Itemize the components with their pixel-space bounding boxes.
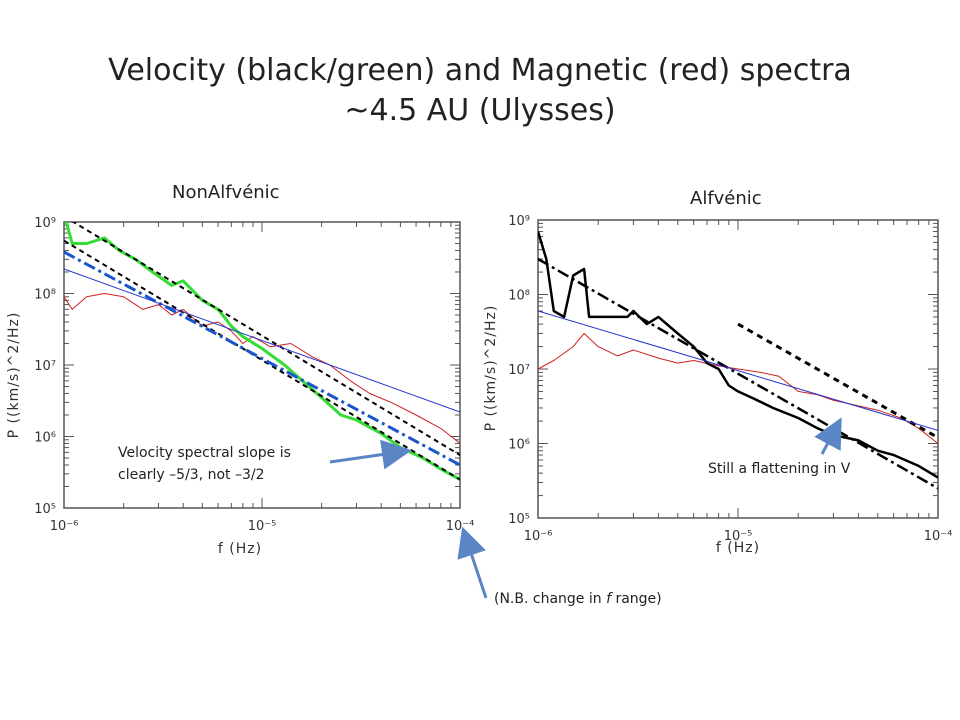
right-panel-subtitle: Alfvénic — [690, 188, 762, 209]
left-spectrum-chart: 10⁻⁶ 10⁻⁵ 10⁻⁴ 10⁵ 10⁶ 10⁷ 10⁸ 10⁹ f (Hz) P ((km/… — [6, 216, 475, 557]
series-line-fit-blue-thin — [538, 310, 938, 431]
x-axis-label: f (Hz) — [218, 541, 262, 557]
bottom-note-prefix: (N.B. change in — [494, 591, 607, 607]
x-tick-label: 10⁻⁵ — [724, 529, 753, 544]
y-tick-label: 10⁶ — [34, 431, 56, 446]
right-spectrum-chart: 10⁻⁶ 10⁻⁵ 10⁻⁴ 10⁵ 10⁶ 10⁷ 10⁸ 10⁹ f (Hz) P ((km/… — [483, 214, 952, 556]
series-line-magnetic — [64, 293, 460, 444]
right-note: Still a flattening in V — [708, 461, 851, 477]
y-tick-label: 10⁸ — [508, 289, 530, 304]
series-line-fit-black-dash-short — [737, 322, 938, 439]
x-tick-label: 10⁻⁴ — [924, 529, 953, 544]
y-axis-label: P ((km/s)^2/Hz) — [483, 305, 499, 432]
bottom-note: (N.B. change in f range) — [494, 588, 662, 610]
series-line-fit-blue-thin — [64, 268, 460, 413]
y-tick-label: 10⁹ — [508, 214, 530, 229]
x-axis-label: f (Hz) — [716, 540, 760, 556]
arrow-left-note — [329, 439, 412, 470]
series-line-fit-blue-dashdot — [64, 250, 460, 467]
series-line-velocity-green — [64, 222, 460, 481]
left-note-line2: clearly –5/3, not –3/2 — [118, 467, 265, 483]
x-tick-label: 10⁻⁴ — [446, 519, 475, 534]
x-tick-label: 10⁻⁶ — [50, 519, 79, 534]
y-tick-label: 10⁷ — [508, 363, 530, 378]
y-axis-label: P ((km/s)^2/Hz) — [6, 312, 22, 439]
y-tick-label: 10⁷ — [34, 359, 56, 374]
series-line-velocity-black — [538, 231, 938, 479]
left-panel-subtitle: NonAlfvénic — [172, 182, 280, 203]
y-tick-label: 10⁹ — [34, 216, 56, 231]
x-tick-label: 10⁻⁶ — [524, 529, 553, 544]
y-tick-label: 10⁵ — [34, 502, 56, 517]
series-line-fit-black-dashdot — [538, 257, 938, 490]
x-tick-label: 10⁻⁵ — [248, 519, 277, 534]
bottom-note-suffix: range) — [611, 591, 662, 607]
left-note-line1: Velocity spectral slope is — [118, 445, 291, 461]
slide-title-line2: ~4.5 AU (Ulysses) — [344, 93, 616, 128]
y-tick-label: 10⁶ — [508, 438, 530, 453]
left-note: Velocity spectral slope is clearly –5/3,… — [118, 442, 291, 486]
arrow-right-note — [814, 417, 842, 455]
series-line-magnetic — [538, 333, 938, 444]
y-tick-label: 10⁵ — [508, 512, 530, 527]
y-tick-label: 10⁸ — [34, 288, 56, 303]
slide-title-line1: Velocity (black/green) and Magnetic (red… — [108, 53, 852, 88]
bottom-note-f: f — [606, 591, 612, 607]
arrow-bottom-note — [457, 526, 488, 599]
